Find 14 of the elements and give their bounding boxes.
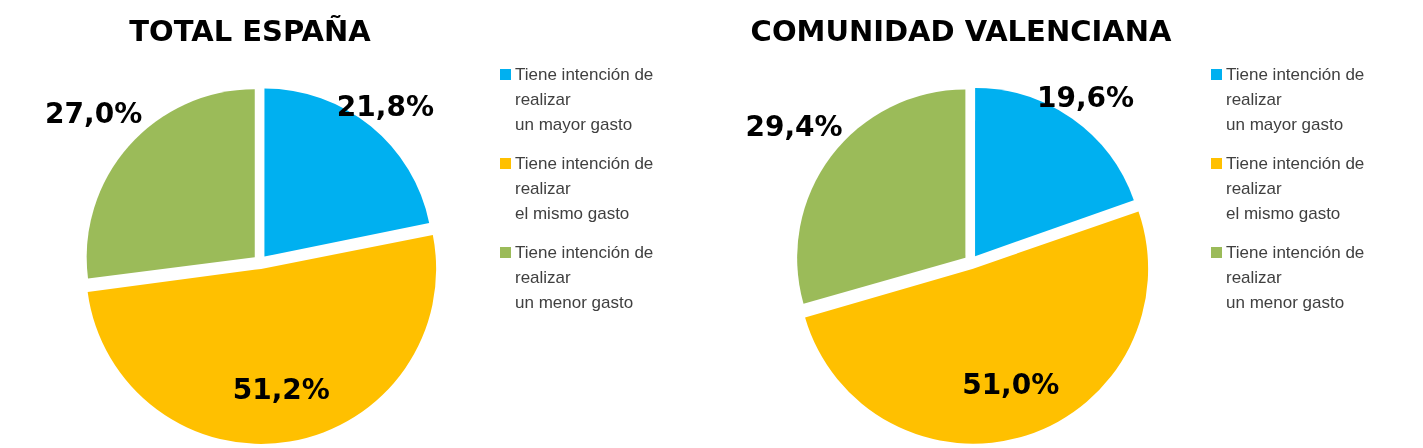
legend-label: Tiene intención de realizar un mayor gasto	[515, 64, 654, 136]
legend-label: Tiene intención de realizar un menor gasto	[1226, 242, 1365, 314]
data-label: 51,0%	[962, 368, 1060, 402]
data-label: 21,8%	[336, 89, 434, 123]
chart-title: COMUNIDAD VALENCIANA	[750, 14, 1172, 50]
legend-label: Tiene intención de realizar el mismo gasto	[515, 153, 654, 225]
chart-title: TOTAL ESPAÑA	[129, 14, 371, 50]
data-label: 19,6%	[1036, 81, 1135, 115]
legend-label: Tiene intención de realizar un menor gasto	[515, 242, 654, 314]
data-label: 51,2%	[232, 372, 330, 406]
data-label: 29,4%	[745, 109, 843, 143]
legend-label: Tiene intención de realizar un mayor gasto	[1226, 64, 1365, 136]
legend-label: Tiene intención de realizar el mismo gasto	[1226, 153, 1365, 225]
data-label: 27,0%	[45, 96, 143, 130]
